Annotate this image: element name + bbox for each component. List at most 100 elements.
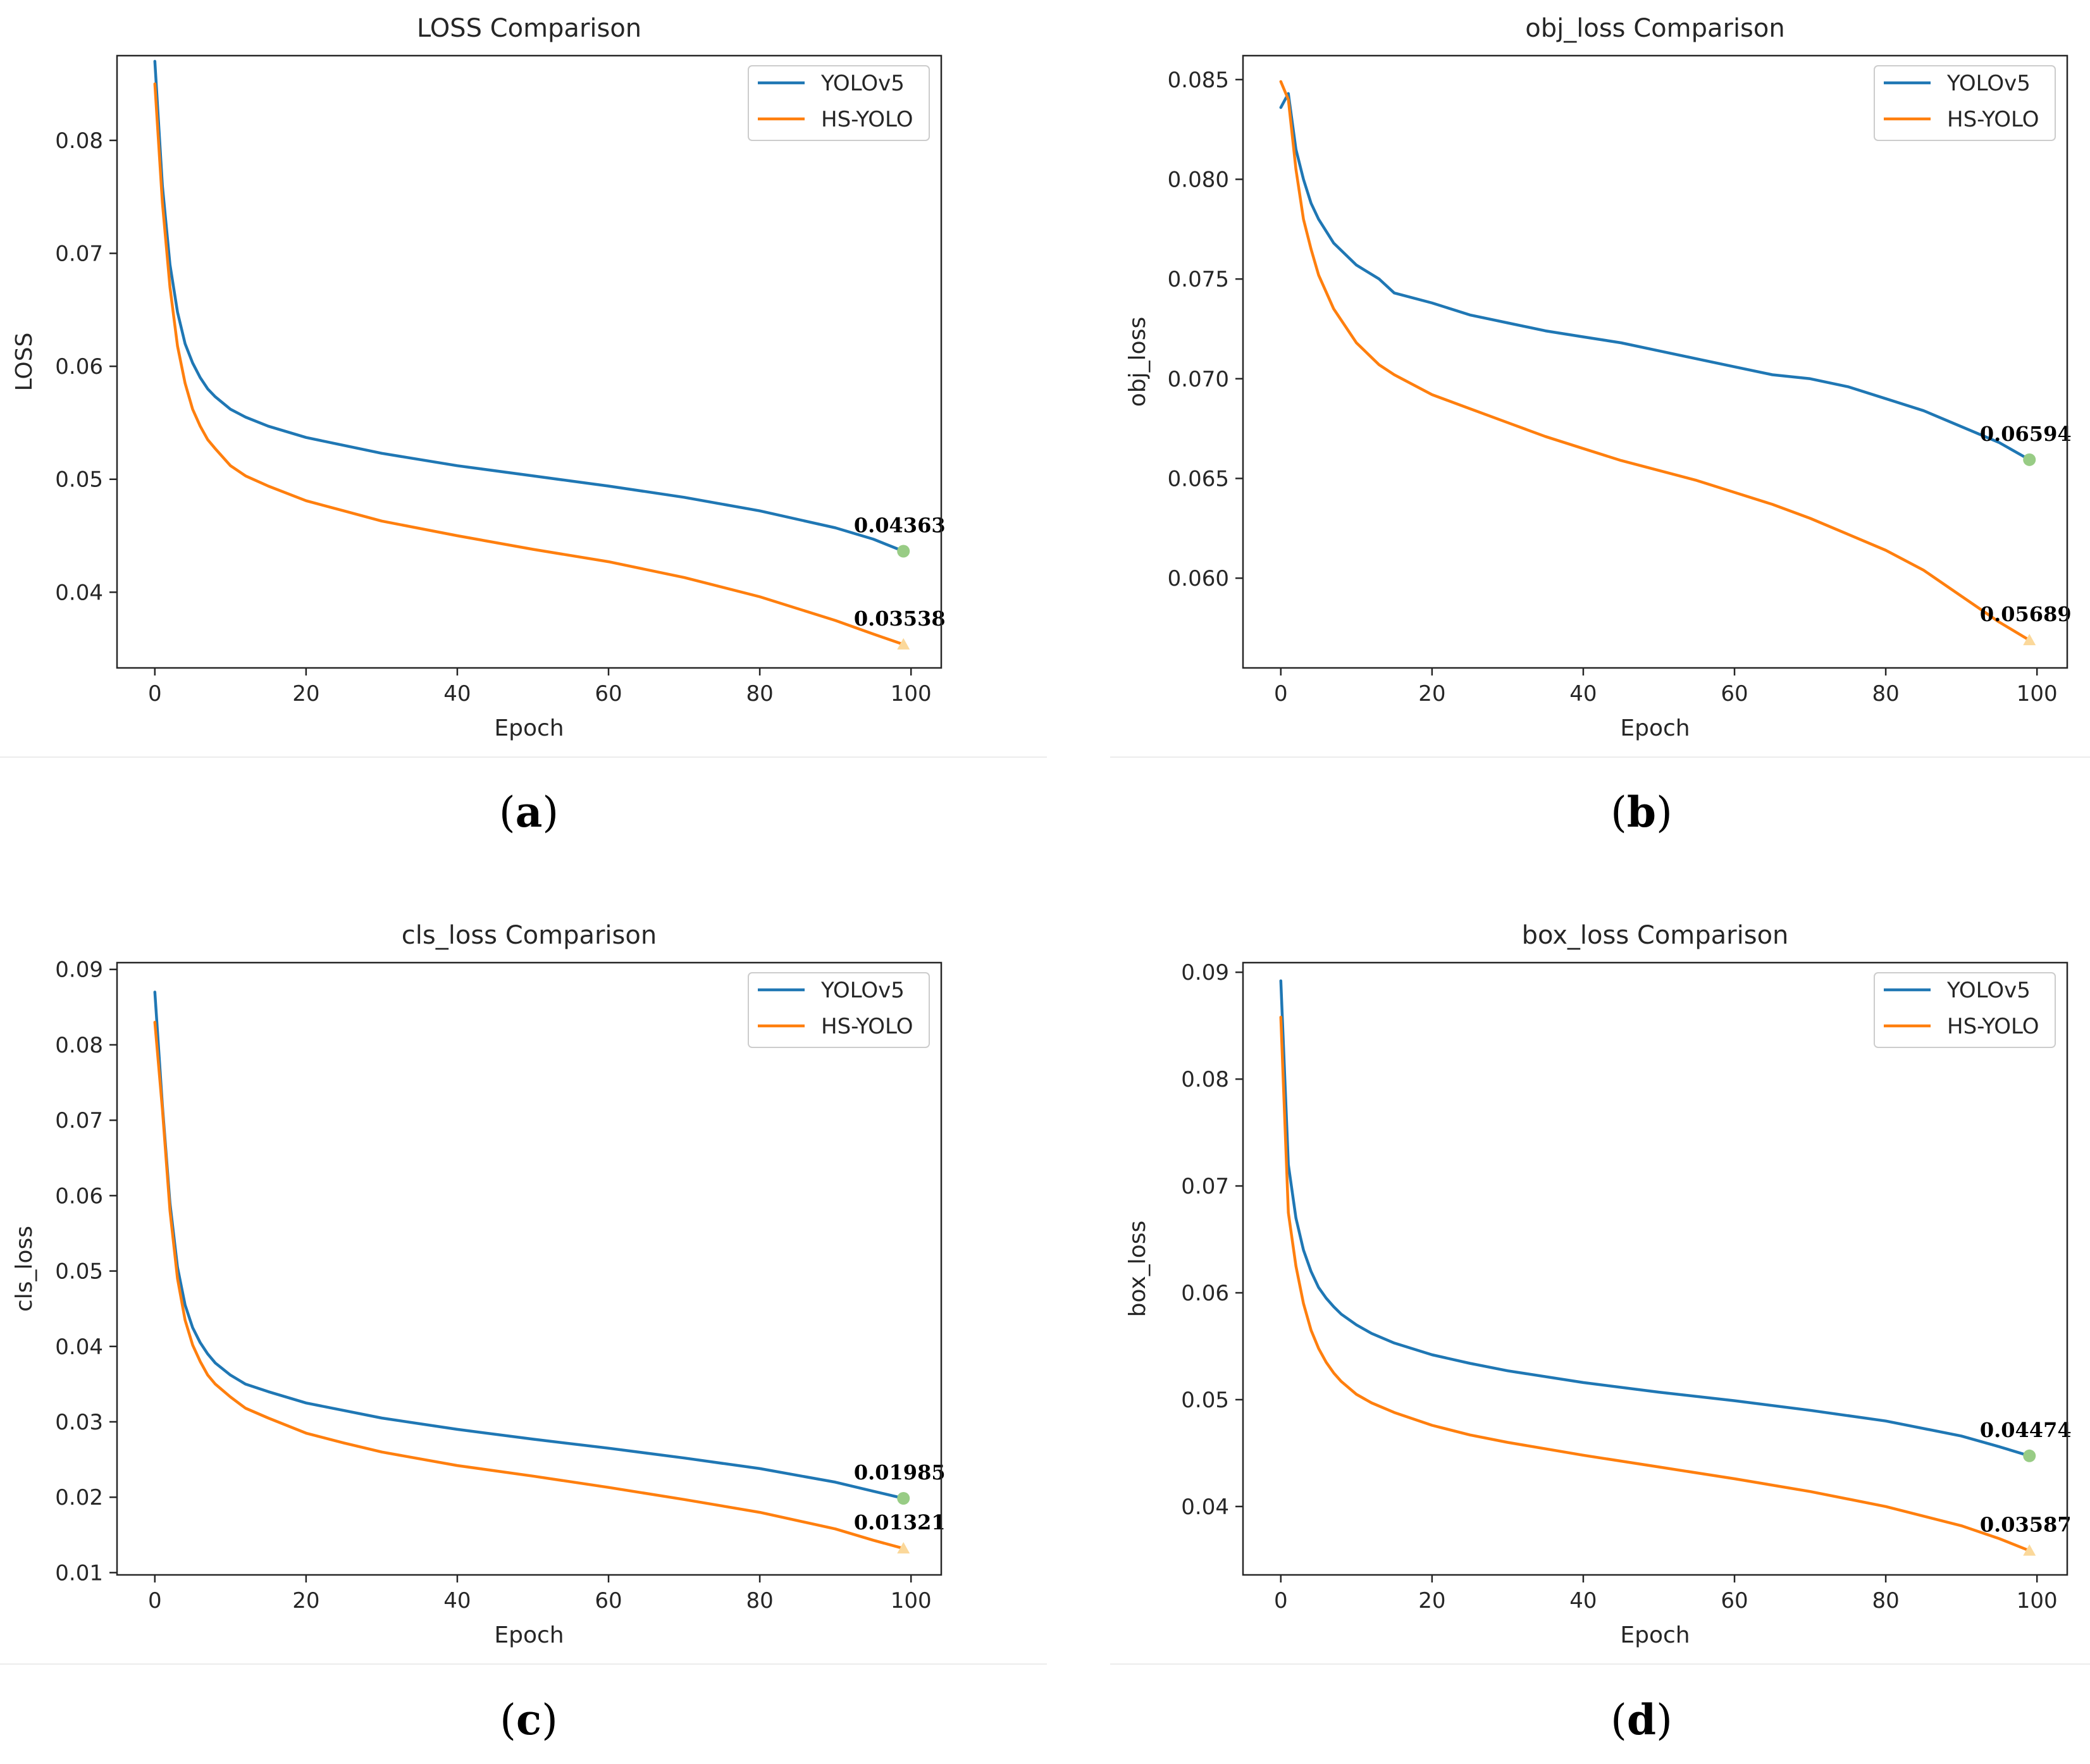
- chart-c-end-value-label: 0.01985: [854, 1460, 946, 1484]
- chart-a-xtick-label: 80: [746, 681, 773, 706]
- chart-c-legend-label-hsyolo: HS-YOLO: [821, 1014, 913, 1039]
- chart-c-ytick-label: 0.02: [55, 1485, 103, 1510]
- chart-d-end-marker-triangle: [2023, 1544, 2036, 1556]
- chart-a-xlabel: Epoch: [494, 715, 564, 741]
- chart-b-xtick-label: 100: [2017, 681, 2058, 706]
- chart-d-legend-box: [1874, 972, 2056, 1048]
- chart-d-series-line-yolov5: [1279, 979, 2031, 1458]
- chart-c-end-value-label: 0.01321: [854, 1510, 946, 1534]
- chart-c-y-ticks: 0.01 0.02 0.03 0.04 0.05 0.06 0.07 0.08 0.09: [55, 958, 117, 1586]
- chart-b-legend-label-hsyolo: HS-YOLO: [1947, 107, 2039, 132]
- chart-b-ytick-label: 0.080: [1168, 167, 1229, 192]
- chart-c-end-marker-triangle: [897, 1542, 910, 1554]
- separator-b: [1110, 756, 2090, 758]
- caption-c-letter: c: [516, 1695, 542, 1744]
- chart-c-ytick-label: 0.08: [55, 1033, 103, 1058]
- chart-d-ytick-label: 0.07: [1181, 1174, 1229, 1199]
- chart-a-series-line-yolov5: [153, 59, 905, 553]
- chart-d-series-line-hsyolo: [1279, 1015, 2031, 1552]
- chart-a-end-marker-circle: [897, 545, 910, 558]
- chart-d-legend-label-hsyolo: HS-YOLO: [1947, 1014, 2039, 1039]
- chart-b-xlabel: Epoch: [1620, 715, 1690, 741]
- chart-d-title: box_loss Comparison: [1522, 921, 1789, 950]
- chart-d-xtick-label: 80: [1872, 1588, 1899, 1613]
- chart-c-ylabel: cls_loss: [11, 1226, 37, 1312]
- chart-b-ytick-label: 0.060: [1168, 566, 1229, 591]
- chart-c-axes-frame: [116, 961, 943, 1576]
- chart-d-x-ticks: 0 20 40 60 80 100: [1274, 1575, 2058, 1613]
- chart-b-legend: YOLOv5 HS-YOLO: [1874, 65, 2056, 141]
- chart-b-xtick-label: 80: [1872, 681, 1899, 706]
- chart-b-y-ticks: 0.060 0.065 0.070 0.075 0.080 0.085: [1168, 68, 1243, 591]
- chart-panel-c: 0.01985 0.01321 0 20 40 60 80 100 0.01 0.02 0.03…: [0, 907, 1044, 1666]
- chart-d-svg: 0.04474 0.03587 0 20 40 60 80 100 0.04 0.05 0.06…: [1125, 921, 2072, 1648]
- chart-c-xtick-label: 20: [292, 1588, 319, 1613]
- chart-c-ytick-label: 0.09: [55, 958, 103, 983]
- caption-b-letter: b: [1626, 787, 1657, 837]
- chart-b-ytick-label: 0.070: [1168, 367, 1229, 392]
- chart-a-plot-lines: [153, 59, 905, 646]
- chart-c-xtick-label: 60: [595, 1588, 622, 1613]
- chart-d-xtick-label: 100: [2017, 1588, 2058, 1613]
- chart-a-legend-label-hsyolo: HS-YOLO: [821, 107, 913, 132]
- chart-b-xtick-label: 20: [1418, 681, 1445, 706]
- chart-a-ytick-label: 0.06: [55, 354, 103, 379]
- chart-c-ytick-label: 0.04: [55, 1335, 103, 1360]
- chart-a-legend-label-yolov5: YOLOv5: [820, 71, 905, 96]
- chart-d-xlabel: Epoch: [1620, 1622, 1690, 1648]
- chart-c-xtick-label: 100: [891, 1588, 932, 1613]
- chart-c-legend-box: [748, 972, 930, 1048]
- chart-panel-b: 0.06594 0.05689 0 20 40 60 80 100 0.060 0.065 0.…: [1125, 0, 2090, 759]
- chart-a-svg: 0.04363 0.03538 0 20 40 60 80 100 0.04 0.05 0.06…: [11, 14, 946, 741]
- chart-a-xtick-label: 40: [443, 681, 471, 706]
- chart-c-xlabel: Epoch: [494, 1622, 564, 1648]
- chart-d-legend-label-yolov5: YOLOv5: [1946, 978, 2031, 1003]
- chart-d-xtick-label: 20: [1418, 1588, 1445, 1613]
- chart-b-end-marker-circle: [2023, 453, 2036, 466]
- chart-a-annotations: 0.04363 0.03538: [854, 514, 946, 650]
- chart-a-end-value-label: 0.04363: [854, 514, 946, 538]
- chart-b-title: obj_loss Comparison: [1525, 14, 1784, 43]
- chart-b-x-ticks: 0 20 40 60 80 100: [1274, 668, 2058, 706]
- chart-a-xtick-label: 60: [595, 681, 622, 706]
- chart-d-xtick-label: 60: [1721, 1588, 1748, 1613]
- chart-d-plot-lines: [1279, 979, 2031, 1552]
- chart-b-series-line-yolov5: [1279, 92, 2031, 462]
- chart-b-xtick-label: 40: [1569, 681, 1597, 706]
- chart-panel-a: 0.04363 0.03538 0 20 40 60 80 100 0.04 0.05 0.06…: [0, 0, 1044, 759]
- chart-b-end-value-label: 0.06594: [1980, 422, 2072, 446]
- chart-a-ytick-label: 0.04: [55, 580, 103, 605]
- chart-c-ytick-label: 0.05: [55, 1259, 103, 1285]
- chart-a-xtick-label: 100: [891, 681, 932, 706]
- chart-c-xtick-label: 80: [746, 1588, 773, 1613]
- chart-c-xtick-label: 0: [148, 1588, 162, 1613]
- caption-d: (d): [1611, 1695, 1673, 1744]
- chart-b-series-line-hsyolo: [1279, 80, 2031, 642]
- caption-b: (b): [1611, 787, 1673, 837]
- chart-b-legend-box: [1874, 65, 2056, 141]
- chart-b-end-marker-triangle: [2023, 634, 2036, 646]
- chart-d-ytick-label: 0.08: [1181, 1067, 1229, 1092]
- chart-b-end-value-label: 0.05689: [1980, 602, 2072, 626]
- chart-b-ytick-label: 0.085: [1168, 68, 1229, 93]
- chart-c-svg: 0.01985 0.01321 0 20 40 60 80 100 0.01 0.02 0.03…: [11, 921, 946, 1648]
- chart-a-end-marker-triangle: [897, 638, 910, 650]
- chart-c-annotations: 0.01985 0.01321: [854, 1460, 946, 1554]
- chart-d-ytick-label: 0.09: [1181, 960, 1229, 985]
- chart-a-legend: YOLOv5 HS-YOLO: [748, 65, 930, 141]
- chart-d-end-value-label: 0.04474: [1980, 1418, 2072, 1442]
- chart-b-ylabel: obj_loss: [1125, 317, 1151, 407]
- chart-d-end-marker-circle: [2023, 1449, 2036, 1462]
- chart-a-legend-box: [748, 65, 930, 141]
- chart-b-axes-frame: [1242, 54, 2068, 669]
- chart-c-series-line-hsyolo: [153, 1020, 905, 1550]
- chart-a-end-value-label: 0.03538: [854, 607, 946, 631]
- chart-c-title: cls_loss Comparison: [402, 921, 657, 950]
- chart-d-ytick-label: 0.06: [1181, 1281, 1229, 1306]
- chart-a-y-ticks: 0.04 0.05 0.06 0.07 0.08: [55, 128, 117, 605]
- chart-c-xtick-label: 40: [443, 1588, 471, 1613]
- chart-d-xtick-label: 40: [1569, 1588, 1597, 1613]
- chart-c-ytick-label: 0.01: [55, 1560, 103, 1586]
- chart-a-series-line-hsyolo: [153, 82, 905, 646]
- chart-a-ylabel: LOSS: [11, 333, 37, 392]
